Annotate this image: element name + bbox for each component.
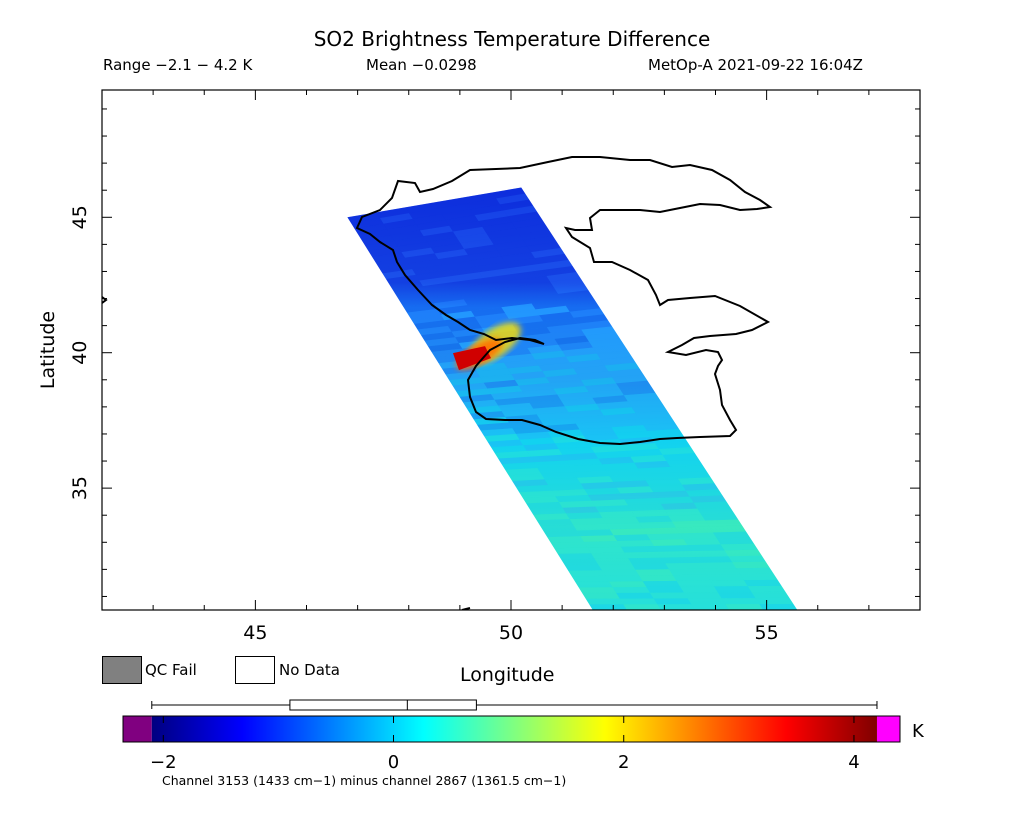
coastline — [355, 156, 773, 446]
qc-fail-label: QC Fail — [145, 661, 197, 679]
colorbar-under — [123, 716, 152, 742]
x-tick-label: 50 — [499, 622, 523, 644]
colorbar-unit-label: K — [912, 721, 925, 742]
colorbar-over — [876, 716, 900, 742]
y-axis-label: Latitude — [37, 310, 59, 390]
x-tick-label: 55 — [755, 622, 779, 644]
coast-fragment — [102, 296, 108, 304]
colorbar-tick-label: 2 — [618, 752, 629, 773]
no-data-swatch — [235, 656, 275, 684]
swath-texture — [347, 187, 798, 610]
colorbar-tick-label: −2 — [150, 752, 177, 773]
swath-data — [347, 187, 798, 610]
x-tick-label: 45 — [243, 622, 267, 644]
colorbar-tick-label: 0 — [388, 752, 399, 773]
y-tick-label: 45 — [69, 205, 91, 229]
no-data-label: No Data — [279, 661, 340, 679]
qc-fail-swatch — [102, 656, 142, 684]
channel-footnote: Channel 3153 (1433 cm−1) minus channel 2… — [162, 773, 567, 788]
value-boxplot — [151, 699, 878, 711]
colorbar: −2 0 2 4 K — [122, 715, 925, 773]
axis-tick-labels: 45 50 55 35 40 45 — [69, 205, 779, 644]
y-tick-label: 40 — [69, 341, 91, 365]
satellite-time-text: MetOp-A 2021-09-22 16:04Z — [648, 56, 863, 74]
axis-ticks — [101, 90, 921, 610]
so2-hotspot — [452, 322, 521, 371]
plot-area — [102, 156, 798, 610]
x-axis-label: Longitude — [460, 664, 555, 686]
range-text: Range −2.1 − 4.2 K — [103, 56, 253, 74]
chart-title: SO2 Brightness Temperature Difference — [313, 27, 711, 51]
colorbar-tick-label: 4 — [848, 752, 859, 773]
y-tick-label: 35 — [69, 476, 91, 500]
mean-text: Mean −0.0298 — [366, 56, 477, 74]
colorbar-gradient — [151, 716, 877, 742]
